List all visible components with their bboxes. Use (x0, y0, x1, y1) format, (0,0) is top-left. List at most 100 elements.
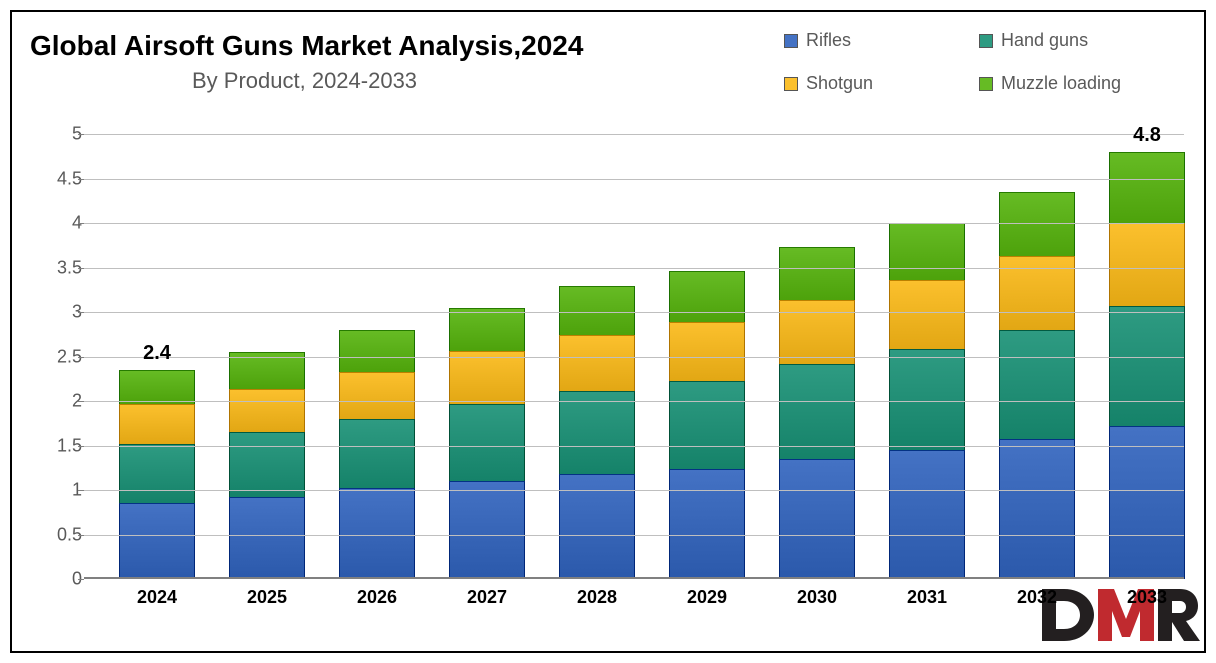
gridline (84, 357, 1184, 358)
gridline (84, 268, 1184, 269)
x-tick-label: 2028 (577, 587, 617, 608)
bar-segment (779, 300, 855, 363)
legend-item: Rifles (784, 30, 979, 51)
x-tick-label: 2026 (357, 587, 397, 608)
y-tick-mark (78, 134, 84, 135)
y-tick-mark (78, 579, 84, 580)
plot-area (84, 134, 1184, 579)
bar-segment (1109, 306, 1185, 426)
x-tick-label: 2025 (247, 587, 287, 608)
x-tick-label: 2031 (907, 587, 947, 608)
legend-label: Rifles (806, 30, 851, 51)
bar-segment (999, 439, 1075, 579)
y-tick-label: 4.5 (42, 168, 82, 189)
chart-legend: Rifles Hand guns Shotgun Muzzle loading (784, 30, 1174, 94)
bar-segment (449, 481, 525, 579)
y-tick-label: 5 (42, 124, 82, 145)
bar-segment (889, 223, 965, 280)
y-tick-label: 4 (42, 213, 82, 234)
chart-frame: Global Airsoft Guns Market Analysis,2024… (10, 10, 1206, 653)
bar-data-label: 2.4 (143, 342, 171, 365)
x-tick-label: 2033 (1127, 587, 1167, 608)
gridline (84, 401, 1184, 402)
bar-group (229, 352, 305, 579)
bar-segment (669, 322, 745, 382)
x-tick-label: 2032 (1017, 587, 1057, 608)
legend-swatch (784, 77, 798, 91)
gridline (84, 179, 1184, 180)
gridline (84, 134, 1184, 135)
bar-group (779, 247, 855, 579)
bar-segment (339, 372, 415, 419)
y-tick-mark (78, 223, 84, 224)
x-tick-label: 2030 (797, 587, 837, 608)
bar-segment (229, 389, 305, 432)
bar-segment (889, 280, 965, 349)
bar-segment (669, 469, 745, 579)
bar-segment (999, 330, 1075, 439)
legend-label: Shotgun (806, 73, 873, 94)
gridline (84, 446, 1184, 447)
y-tick-mark (78, 535, 84, 536)
bar-segment (449, 351, 525, 404)
bar-group (449, 308, 525, 579)
y-tick-label: 3.5 (42, 257, 82, 278)
legend-swatch (784, 34, 798, 48)
y-tick-label: 3 (42, 302, 82, 323)
bar-segment (1109, 223, 1185, 306)
legend-label: Hand guns (1001, 30, 1088, 51)
bar-segment (779, 247, 855, 300)
y-tick-label: 1 (42, 480, 82, 501)
bar-segment (119, 444, 195, 504)
y-tick-label: 0.5 (42, 524, 82, 545)
y-tick-mark (78, 179, 84, 180)
legend-swatch (979, 77, 993, 91)
y-tick-mark (78, 490, 84, 491)
x-tick-label: 2024 (137, 587, 177, 608)
legend-item: Hand guns (979, 30, 1174, 51)
bar-segment (449, 404, 525, 481)
legend-label: Muzzle loading (1001, 73, 1121, 94)
bar-segment (119, 370, 195, 404)
y-tick-mark (78, 401, 84, 402)
y-tick-mark (78, 357, 84, 358)
y-tick-mark (78, 268, 84, 269)
bar-segment (339, 419, 415, 488)
y-tick-mark (78, 312, 84, 313)
bar-segment (339, 330, 415, 372)
gridline (84, 223, 1184, 224)
y-tick-mark (78, 446, 84, 447)
dmr-logo (1040, 579, 1200, 649)
legend-swatch (979, 34, 993, 48)
chart-title: Global Airsoft Guns Market Analysis,2024 (30, 30, 583, 62)
bar-segment (669, 381, 745, 468)
y-tick-label: 2 (42, 391, 82, 412)
bar-data-label: 4.8 (1133, 124, 1161, 147)
bar-segment (889, 450, 965, 579)
legend-item: Shotgun (784, 73, 979, 94)
bar-segment (229, 497, 305, 579)
bar-group (1109, 152, 1185, 579)
legend-item: Muzzle loading (979, 73, 1174, 94)
bar-segment (1109, 152, 1185, 223)
bar-segment (559, 391, 635, 474)
bar-segment (559, 335, 635, 391)
gridline (84, 312, 1184, 313)
y-tick-label: 1.5 (42, 435, 82, 456)
bar-segment (669, 271, 745, 322)
bar-segment (559, 286, 635, 335)
gridline (84, 535, 1184, 536)
chart-subtitle: By Product, 2024-2033 (192, 68, 417, 94)
bar-segment (119, 503, 195, 579)
bar-segment (779, 459, 855, 579)
y-tick-label: 2.5 (42, 346, 82, 367)
bar-group (669, 271, 745, 579)
y-tick-label: 0 (42, 569, 82, 590)
x-tick-label: 2029 (687, 587, 727, 608)
bar-segment (229, 432, 305, 497)
bar-segment (119, 404, 195, 444)
bar-group (339, 330, 415, 579)
bar-segment (449, 308, 525, 352)
gridline (84, 490, 1184, 491)
x-tick-label: 2027 (467, 587, 507, 608)
